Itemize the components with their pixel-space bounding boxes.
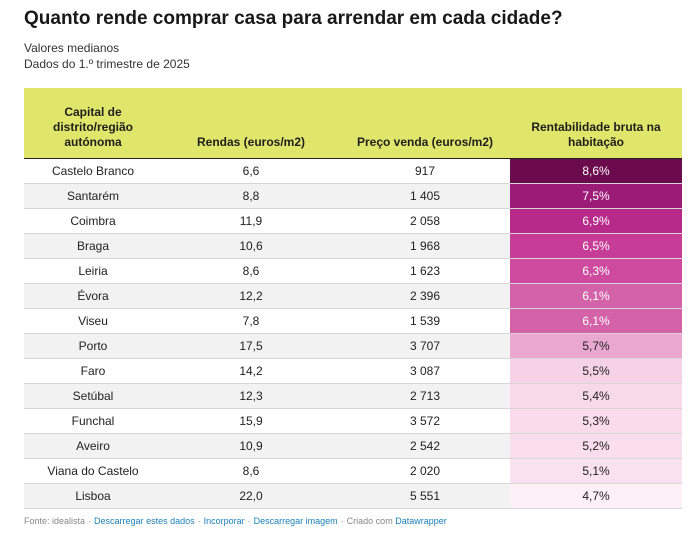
- table-body: Castelo Branco 6,6 917 8,6% Santarém 8,8 1 405…: [24, 158, 682, 509]
- cell-yield: 5,4%: [510, 383, 682, 409]
- cell-rent: 15,9: [162, 408, 340, 434]
- cell-price: 1 405: [340, 183, 510, 209]
- cell-yield: 6,9%: [510, 208, 682, 234]
- cell-price: 1 539: [340, 308, 510, 334]
- cell-price: 3 087: [340, 358, 510, 384]
- cell-yield: 6,3%: [510, 258, 682, 284]
- cell-city: Lisboa: [24, 483, 162, 509]
- datawrapper-link[interactable]: Datawrapper: [395, 516, 447, 526]
- cell-yield: 5,3%: [510, 408, 682, 434]
- column-header-yield[interactable]: Rentabilidade bruta na habitação: [510, 88, 682, 159]
- cell-yield: 4,7%: [510, 483, 682, 509]
- subtitle-line-1: Valores medianos: [24, 41, 120, 55]
- cell-rent: 8,6: [162, 258, 340, 284]
- cell-city: Braga: [24, 233, 162, 259]
- cell-yield: 8,6%: [510, 158, 682, 184]
- cell-rent: 22,0: [162, 483, 340, 509]
- footer: Fonte: idealista · Descarregar estes dados…: [24, 516, 447, 526]
- cell-city: Viana do Castelo: [24, 458, 162, 484]
- cell-rent: 17,5: [162, 333, 340, 359]
- cell-rent: 8,8: [162, 183, 340, 209]
- table-row: Santarém 8,8 1 405 7,5%: [24, 183, 682, 209]
- cell-city: Faro: [24, 358, 162, 384]
- cell-price: 2 542: [340, 433, 510, 459]
- cell-yield: 6,1%: [510, 308, 682, 334]
- cell-price: 2 058: [340, 208, 510, 234]
- table-row: Évora 12,2 2 396 6,1%: [24, 283, 682, 309]
- cell-rent: 8,6: [162, 458, 340, 484]
- table-row: Funchal 15,9 3 572 5,3%: [24, 408, 682, 434]
- table-row: Braga 10,6 1 968 6,5%: [24, 233, 682, 259]
- cell-price: 5 551: [340, 483, 510, 509]
- cell-yield: 7,5%: [510, 183, 682, 209]
- cell-price: 2 713: [340, 383, 510, 409]
- cell-price: 2 020: [340, 458, 510, 484]
- cell-city: Porto: [24, 333, 162, 359]
- cell-yield: 5,1%: [510, 458, 682, 484]
- cell-rent: 6,6: [162, 158, 340, 184]
- cell-city: Coimbra: [24, 208, 162, 234]
- download-image-link[interactable]: Descarregar imagem: [253, 516, 338, 526]
- cell-rent: 11,9: [162, 208, 340, 234]
- table-header-row: Capital de distrito/região autónoma Rend…: [24, 88, 682, 159]
- column-header-price[interactable]: Preço venda (euros/m2): [340, 88, 510, 159]
- cell-yield: 5,2%: [510, 433, 682, 459]
- table-row: Porto 17,5 3 707 5,7%: [24, 333, 682, 359]
- cell-price: 3 572: [340, 408, 510, 434]
- table-row: Viana do Castelo 8,6 2 020 5,1%: [24, 458, 682, 484]
- cell-price: 1 623: [340, 258, 510, 284]
- created-with-text: Criado com: [346, 516, 393, 526]
- source-text: Fonte: idealista: [24, 516, 86, 526]
- cell-city: Viseu: [24, 308, 162, 334]
- table-row: Castelo Branco 6,6 917 8,6%: [24, 158, 682, 184]
- subtitle-line-2: Dados do 1.º trimestre de 2025: [24, 57, 190, 71]
- cell-price: 917: [340, 158, 510, 184]
- cell-price: 2 396: [340, 283, 510, 309]
- cell-rent: 12,2: [162, 283, 340, 309]
- cell-rent: 12,3: [162, 383, 340, 409]
- cell-rent: 7,8: [162, 308, 340, 334]
- cell-rent: 10,9: [162, 433, 340, 459]
- cell-city: Aveiro: [24, 433, 162, 459]
- embed-link[interactable]: Incorporar: [203, 516, 245, 526]
- subtitle: Valores medianos Dados do 1.º trimestre …: [24, 40, 190, 72]
- cell-yield: 5,7%: [510, 333, 682, 359]
- cell-city: Funchal: [24, 408, 162, 434]
- cell-rent: 14,2: [162, 358, 340, 384]
- table-row: Coimbra 11,9 2 058 6,9%: [24, 208, 682, 234]
- page-title: Quanto rende comprar casa para arrendar …: [24, 8, 563, 29]
- cell-rent: 10,6: [162, 233, 340, 259]
- table-row: Aveiro 10,9 2 542 5,2%: [24, 433, 682, 459]
- cell-price: 3 707: [340, 333, 510, 359]
- data-table: Capital de distrito/região autónoma Rend…: [24, 88, 682, 509]
- cell-city: Évora: [24, 283, 162, 309]
- download-data-link[interactable]: Descarregar estes dados: [94, 516, 195, 526]
- cell-yield: 5,5%: [510, 358, 682, 384]
- table-row: Setúbal 12,3 2 713 5,4%: [24, 383, 682, 409]
- table-row: Faro 14,2 3 087 5,5%: [24, 358, 682, 384]
- cell-yield: 6,5%: [510, 233, 682, 259]
- table-row: Lisboa 22,0 5 551 4,7%: [24, 483, 682, 509]
- cell-city: Setúbal: [24, 383, 162, 409]
- table-row: Viseu 7,8 1 539 6,1%: [24, 308, 682, 334]
- cell-price: 1 968: [340, 233, 510, 259]
- table-row: Leiria 8,6 1 623 6,3%: [24, 258, 682, 284]
- cell-city: Leiria: [24, 258, 162, 284]
- cell-city: Castelo Branco: [24, 158, 162, 184]
- cell-city: Santarém: [24, 183, 162, 209]
- column-header-rent[interactable]: Rendas (euros/m2): [162, 88, 340, 159]
- column-header-city[interactable]: Capital de distrito/região autónoma: [24, 88, 162, 159]
- cell-yield: 6,1%: [510, 283, 682, 309]
